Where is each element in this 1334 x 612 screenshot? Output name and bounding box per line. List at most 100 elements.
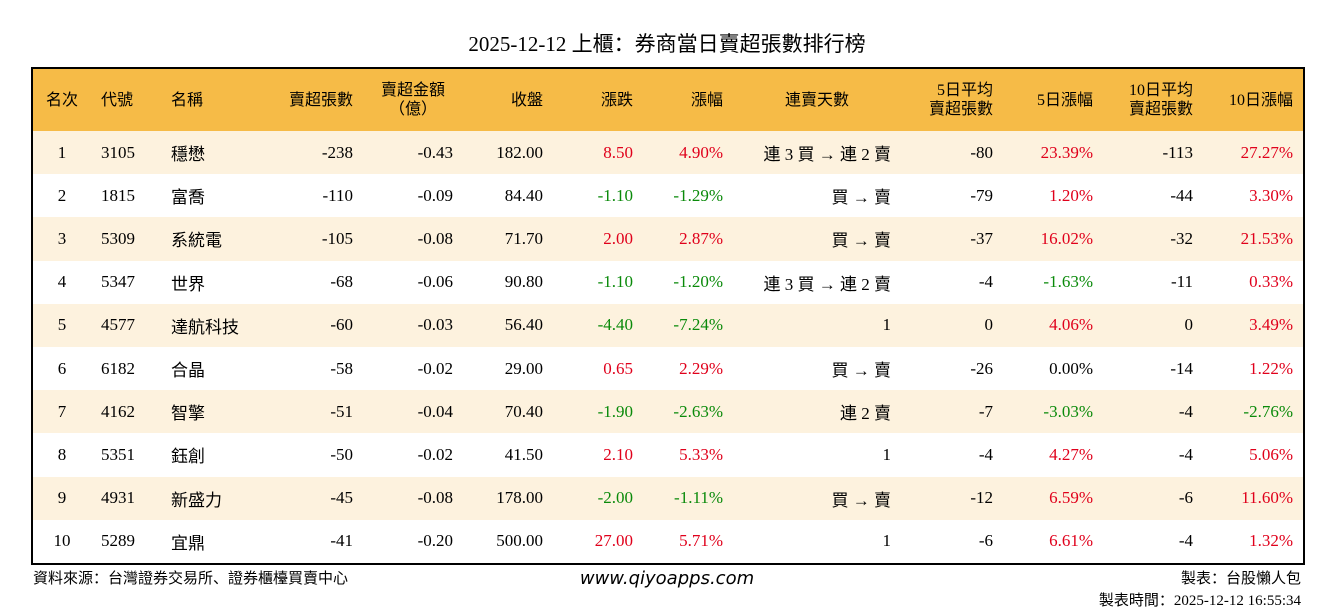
table-cell: 5 xyxy=(32,303,91,347)
table-cell: 70.40 xyxy=(463,390,553,434)
table-cell: 1815 xyxy=(101,185,135,205)
table-cell: 41.50 xyxy=(504,444,543,464)
column-header: 收盤 xyxy=(463,68,553,131)
table-row: 9 4931 新盛力 -45 -0.08 178.00 -2.00 -1.11% 買 → 賣 -1… xyxy=(32,476,1304,520)
table-cell: -0.02 xyxy=(417,358,453,378)
table-cell: 富喬 xyxy=(171,188,205,208)
table-cell: -45 xyxy=(263,476,363,520)
table-cell: -12 xyxy=(901,476,1003,520)
table-cell: 71.70 xyxy=(463,217,553,261)
column-header: 10日漲幅 xyxy=(1203,68,1304,131)
table-cell: -2.76% xyxy=(1203,390,1304,434)
table-cell: 達航科技 xyxy=(161,303,263,347)
table-cell: 0 xyxy=(901,303,1003,347)
made-time: 製表時間：2025-12-12 16:55:34 xyxy=(1098,593,1301,609)
table-cell: 鈺創 xyxy=(171,447,205,467)
table-cell: -1.29% xyxy=(673,185,723,205)
table-cell: 16.02% xyxy=(1003,217,1103,261)
table-row: 10 5289 宜鼎 -41 -0.20 500.00 27.00 5.71% 1 -6 6.61%… xyxy=(32,520,1304,564)
table-cell: 6.61% xyxy=(1049,531,1093,551)
table-cell: 系統電 xyxy=(161,217,263,261)
table-cell: 1.22% xyxy=(1249,358,1293,378)
table-cell: 買 → 賣 xyxy=(733,217,901,261)
column-header: 漲跌 xyxy=(553,68,643,131)
table-cell: 56.40 xyxy=(463,303,553,347)
table-cell: 2.10 xyxy=(603,444,633,464)
table-cell: -1.63% xyxy=(1043,272,1093,292)
table-row: 3 5309 系統電 -105 -0.08 71.70 2.00 2.87% 買 → 賣 -37 1… xyxy=(32,217,1304,261)
table-cell: -7.24% xyxy=(643,303,733,347)
table-body: 1 3105 穩懋 -238 -0.43 182.00 8.50 4.90% 連 3 買 → 連… xyxy=(32,131,1304,564)
table-cell: 10 xyxy=(53,531,71,551)
table-cell: 4.90% xyxy=(643,131,733,175)
table-cell: 2.00 xyxy=(553,217,643,261)
table-cell: 8 xyxy=(57,444,67,464)
table-cell: 合晶 xyxy=(171,361,205,381)
table-cell: 0.33% xyxy=(1249,272,1293,292)
column-header: 漲幅 xyxy=(643,68,733,131)
table-cell: -238 xyxy=(263,131,363,175)
table-cell: -60 xyxy=(263,303,363,347)
table-cell: 智擎 xyxy=(161,390,263,434)
table-cell: -4 xyxy=(1103,390,1203,434)
table-cell: 4577 xyxy=(91,303,161,347)
table-cell: 4.06% xyxy=(1003,303,1103,347)
table-cell: -0.06 xyxy=(417,272,453,292)
table-cell: -4 xyxy=(1178,444,1193,464)
table-cell: 買 → 賣 xyxy=(733,476,901,520)
table-cell: 6.59% xyxy=(1003,476,1103,520)
table-cell: -3.03% xyxy=(1003,390,1103,434)
table-cell: 宜鼎 xyxy=(171,533,205,553)
table-cell: -50 xyxy=(330,444,353,464)
table-cell: -4 xyxy=(1178,531,1193,551)
website: www.qiyoapps.com xyxy=(579,568,755,589)
table-cell: -4 xyxy=(978,444,993,464)
table-cell: -58 xyxy=(330,358,353,378)
table-cell: 5309 xyxy=(91,217,161,261)
table-cell: 0.65 xyxy=(603,358,633,378)
table-cell: 1 xyxy=(32,131,91,175)
column-header: 名次 xyxy=(32,68,91,131)
table-cell: -1.10 xyxy=(597,185,633,205)
table-cell: 4162 xyxy=(91,390,161,434)
table-cell: 2.87% xyxy=(643,217,733,261)
table-row: 5 4577 達航科技 -60 -0.03 56.40 -4.40 -7.24% 1 0 4.06%… xyxy=(32,303,1304,347)
column-header: 賣超金額 （億） xyxy=(363,68,463,131)
table-cell: -0.08 xyxy=(363,476,463,520)
table-cell: 7 xyxy=(32,390,91,434)
table-cell: 8.50 xyxy=(553,131,643,175)
table-cell: 84.40 xyxy=(504,185,543,205)
table-row: 1 3105 穩懋 -238 -0.43 182.00 8.50 4.90% 連 3 買 → 連… xyxy=(32,131,1304,175)
table-cell: -0.04 xyxy=(363,390,463,434)
column-header: 5日漲幅 xyxy=(1003,68,1103,131)
table-cell: 5.33% xyxy=(679,444,723,464)
table-cell: -113 xyxy=(1103,131,1203,175)
table-cell: 4931 xyxy=(91,476,161,520)
title: 2025-12-12 上櫃：券商當日賣超張數排行榜 xyxy=(468,32,866,56)
table-cell: -0.09 xyxy=(417,185,453,205)
table-cell: 1.32% xyxy=(1249,531,1293,551)
table-cell: 90.80 xyxy=(504,272,543,292)
table-cell: 6 xyxy=(57,358,67,378)
table-cell: -32 xyxy=(1103,217,1203,261)
table-cell: 23.39% xyxy=(1003,131,1103,175)
table-cell: -68 xyxy=(330,272,353,292)
table-cell: -80 xyxy=(901,131,1003,175)
table-cell: -0.43 xyxy=(363,131,463,175)
table-cell: 500.00 xyxy=(496,531,543,551)
table-cell: -11 xyxy=(1170,272,1193,292)
table-cell: -14 xyxy=(1170,358,1193,378)
table-cell: -110 xyxy=(322,185,353,205)
table-cell: -6 xyxy=(978,531,993,551)
table-cell: 0.00% xyxy=(1049,358,1093,378)
table-cell: -79 xyxy=(970,185,993,205)
table-cell: -26 xyxy=(970,358,993,378)
table-cell: -1.10 xyxy=(597,272,633,292)
table-cell: -2.63% xyxy=(643,390,733,434)
table-cell: 5289 xyxy=(101,531,135,551)
table-cell: 3.49% xyxy=(1203,303,1304,347)
table-cell: -1.90 xyxy=(553,390,643,434)
table-cell: 9 xyxy=(32,476,91,520)
table-row: 7 4162 智擎 -51 -0.04 70.40 -1.90 -2.63% 連 2 賣 -7 -3… xyxy=(32,390,1304,434)
